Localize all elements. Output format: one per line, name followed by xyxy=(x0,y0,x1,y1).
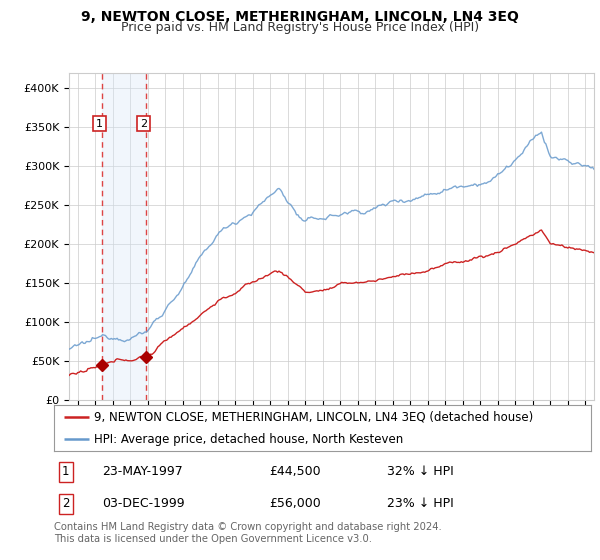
Text: 2: 2 xyxy=(140,119,147,128)
Text: 1: 1 xyxy=(96,119,103,128)
Bar xyxy=(102,73,146,400)
Text: 2: 2 xyxy=(62,497,70,510)
Text: 23% ↓ HPI: 23% ↓ HPI xyxy=(387,497,454,510)
Text: 32% ↓ HPI: 32% ↓ HPI xyxy=(387,465,454,478)
Text: 9, NEWTON CLOSE, METHERINGHAM, LINCOLN, LN4 3EQ (detached house): 9, NEWTON CLOSE, METHERINGHAM, LINCOLN, … xyxy=(94,411,533,424)
Text: 1: 1 xyxy=(62,465,70,478)
Text: HPI: Average price, detached house, North Kesteven: HPI: Average price, detached house, Nort… xyxy=(94,433,404,446)
Text: £44,500: £44,500 xyxy=(269,465,320,478)
Text: 03-DEC-1999: 03-DEC-1999 xyxy=(103,497,185,510)
Text: £56,000: £56,000 xyxy=(269,497,320,510)
Text: 9, NEWTON CLOSE, METHERINGHAM, LINCOLN, LN4 3EQ: 9, NEWTON CLOSE, METHERINGHAM, LINCOLN, … xyxy=(81,10,519,24)
Text: 23-MAY-1997: 23-MAY-1997 xyxy=(103,465,183,478)
Text: Price paid vs. HM Land Registry's House Price Index (HPI): Price paid vs. HM Land Registry's House … xyxy=(121,21,479,34)
Text: Contains HM Land Registry data © Crown copyright and database right 2024.
This d: Contains HM Land Registry data © Crown c… xyxy=(54,522,442,544)
